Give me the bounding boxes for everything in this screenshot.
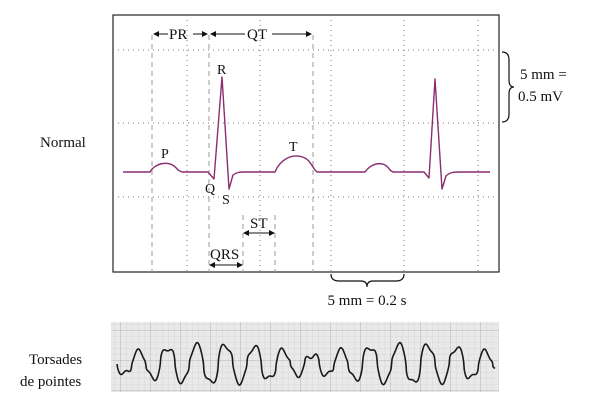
interval-guide-lines [151, 35, 314, 272]
interval-label-qt: QT [247, 27, 267, 43]
qrs-interval-marker [209, 262, 243, 268]
wave-label-p: P [161, 147, 169, 162]
vertical-scale-line1: 5 mm = [520, 67, 567, 83]
row-label-torsades-line1: Torsades [29, 352, 82, 368]
torsades-panel: Torsades de pointes [20, 322, 499, 392]
row-label-normal: Normal [40, 135, 86, 151]
qt-interval-marker [210, 31, 312, 37]
normal-ecg-trace [123, 76, 490, 190]
normal-ecg-panel: P R Q S T PR QT ST [40, 14, 567, 309]
horizontal-scale-brace [330, 273, 405, 288]
interval-label-pr: PR [169, 27, 187, 43]
wave-label-q: Q [205, 182, 215, 197]
pr-interval-marker [153, 31, 208, 37]
st-interval-marker [243, 230, 275, 236]
torsades-ecg-trace [116, 341, 496, 386]
row-label-torsades-line2: de pointes [20, 374, 81, 390]
torsades-paper-grid [111, 322, 499, 392]
wave-label-r: R [217, 63, 227, 78]
vertical-scale-brace [501, 51, 515, 123]
interval-label-qrs: QRS [210, 247, 239, 263]
normal-panel-frame [112, 14, 500, 273]
interval-label-st: ST [250, 216, 268, 232]
vertical-scale-line2: 0.5 mV [518, 89, 563, 105]
wave-label-t: T [289, 140, 298, 155]
horizontal-scale-label: 5 mm = 0.2 s [328, 293, 407, 309]
wave-label-s: S [222, 193, 230, 208]
